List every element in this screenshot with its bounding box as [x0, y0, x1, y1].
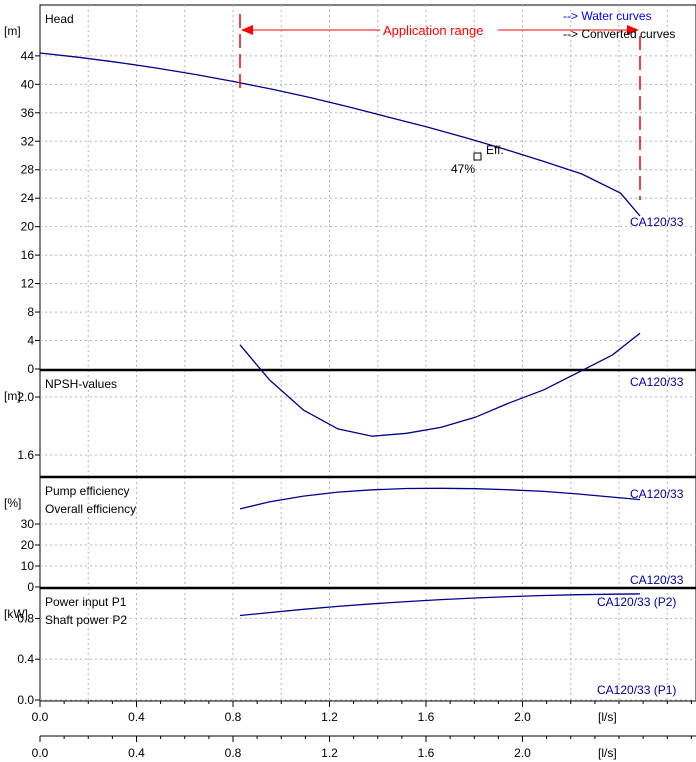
bottom-xunit: [l/s] [598, 746, 617, 760]
npsh-title: NPSH-values [45, 377, 117, 391]
power-ytick-label: 0.8 [17, 611, 34, 625]
head-ytick-label: 24 [21, 191, 35, 205]
bottom-xtick-label: 1.6 [418, 746, 435, 760]
bottom-xtick-label: 1.2 [321, 746, 338, 760]
efficiency-frame [39, 476, 696, 589]
power-xtick-label: 0.0 [32, 710, 49, 724]
power-xunit: [l/s] [598, 710, 617, 724]
npsh-ytick-label: 2.0 [17, 390, 34, 404]
power-ytick-label: 0.0 [17, 693, 34, 707]
head-ytick-label: 36 [21, 106, 35, 120]
bottom-xtick-label: 2.0 [514, 746, 531, 760]
efficiency-ytick-label: 20 [21, 538, 35, 552]
head-curve-label: CA120/33 [630, 215, 684, 229]
efficiency-subtitle: Overall efficiency [45, 502, 136, 516]
legend-water-curves: --> Water curves [563, 9, 652, 23]
efficiency-ytick-label: 0 [27, 580, 34, 594]
head-ytick-label: 28 [21, 163, 35, 177]
legend-converted-curves: --> Converted curves [563, 27, 675, 41]
head-curve [39, 52, 641, 217]
power-xtick-label: 1.2 [321, 710, 338, 724]
power-ytick-label: 0.4 [17, 652, 34, 666]
power-xtick-label: 0.8 [225, 710, 242, 724]
power-curve [239, 593, 641, 617]
head-ytick-label: 16 [21, 248, 35, 262]
head-ytick-label: 44 [21, 49, 35, 63]
power-subtitle: Shaft power P2 [45, 613, 127, 627]
power-p2-label: CA120/33 (P2) [597, 595, 676, 609]
power-xtick-label: 0.4 [128, 710, 145, 724]
bottom-xtick-label: 0.4 [128, 746, 145, 760]
head-ytick-label: 4 [27, 334, 34, 348]
efficiency-ylabel: [%] [4, 496, 21, 510]
efficiency-curve-label-bottom: CA120/33 [630, 573, 684, 587]
npsh-ylabel: [m] [4, 389, 21, 403]
head-ytick-label: 8 [27, 305, 34, 319]
efficiency-marker-label: Eff. [486, 143, 504, 157]
app-range-arrowhead-left [241, 25, 253, 35]
power-ylabel: [kW] [4, 607, 28, 621]
efficiency-curve-label: CA120/33 [630, 487, 684, 501]
head-frame [39, 4, 696, 371]
app-range-arrowhead-right [627, 25, 639, 35]
efficiency-title: Pump efficiency [45, 484, 130, 498]
power-xtick-label: 1.6 [418, 710, 435, 724]
npsh-curve [239, 332, 641, 437]
efficiency-marker [473, 152, 482, 161]
head-ylabel: [m] [4, 24, 21, 38]
npsh-curve-label: CA120/33 [630, 375, 684, 389]
efficiency-percent-label: 47% [451, 162, 475, 176]
power-p1-label: CA120/33 (P1) [597, 683, 676, 697]
power-xtick-label: 2.0 [514, 710, 531, 724]
head-ytick-label: 20 [21, 220, 35, 234]
efficiency-ytick-label: 30 [21, 517, 35, 531]
head-ytick-label: 12 [21, 277, 35, 291]
npsh-ytick-label: 1.6 [17, 448, 34, 462]
efficiency-curve [239, 487, 641, 510]
head-ytick-label: 32 [21, 134, 35, 148]
head-ytick-label: 40 [21, 77, 35, 91]
app-range-label: Application range [383, 23, 483, 38]
bottom-xtick-label: 0.8 [225, 746, 242, 760]
head-ytick-label: 0 [27, 362, 34, 376]
efficiency-ytick-label: 10 [21, 559, 35, 573]
npsh-frame [39, 369, 696, 478]
power-title: Power input P1 [45, 595, 127, 609]
head-title: Head [45, 12, 74, 26]
bottom-xtick-label: 0.0 [32, 746, 49, 760]
